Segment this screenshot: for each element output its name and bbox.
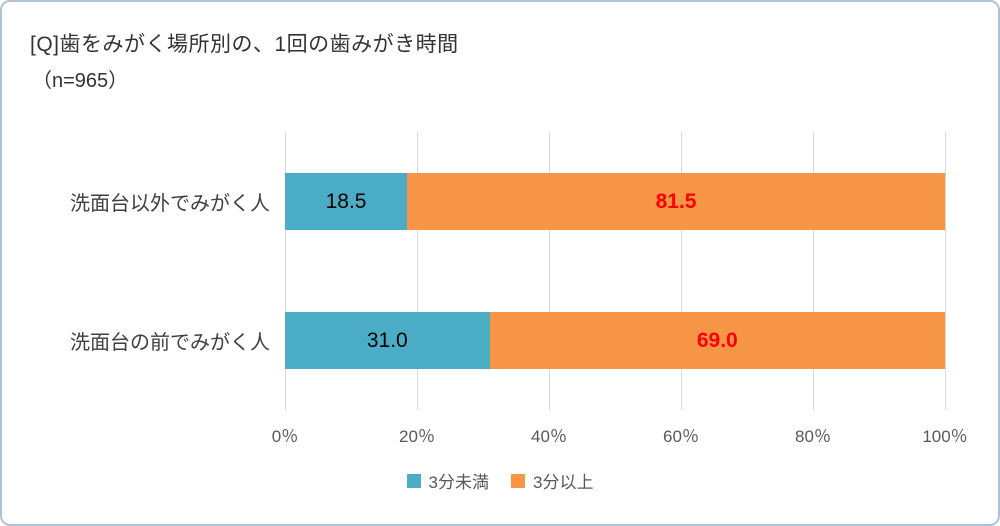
x-tick: 60％ [663,427,699,446]
x-tick: 20％ [399,427,435,446]
category-label-row1: 洗面台以外でみがく人 [70,193,270,215]
gridline [549,132,550,410]
legend-swatch-orange-icon [511,473,525,488]
gridline [417,132,418,410]
bar-segment-under-3min: 31.0 [285,312,490,369]
stacked-bar-row1: 18.5 81.5 [285,173,945,230]
x-tick: 80％ [795,427,831,446]
category-label-row2: 洗面台の前でみがく人 [70,332,270,354]
gridlines [285,132,946,410]
gridline [681,132,682,410]
value-label: 81.5 [655,189,697,213]
legend-item-3min-or-more: 3分以上 [511,468,593,493]
value-label: 18.5 [325,189,367,213]
legend-label: 3分未満 [428,473,489,492]
sample-size-label: （n=965） [32,70,129,92]
bar-row-2: 31.0 69.0 [285,271,945,410]
bar-segment-3min-or-more: 69.0 [489,312,945,369]
bar-segment-under-3min: 18.5 [285,173,408,230]
gridline [813,132,814,410]
legend: 3分未満 3分以上 [2,468,998,493]
chart-title: [Q]歯をみがく場所別の、1回の歯みがき時間 [30,33,459,56]
category-axis: 洗面台以外でみがく人 洗面台の前でみがく人 [2,132,270,410]
x-axis: 0％ 20％ 40％ 60％ 80％ 100％ [272,422,968,446]
plot-area: 18.5 81.5 31.0 69.0 [285,132,946,410]
stacked-bar-row2: 31.0 69.0 [285,312,945,369]
value-label: 69.0 [696,328,738,352]
value-label: 31.0 [366,328,408,352]
x-tick: 100％ [922,427,968,446]
bar-row-1: 18.5 81.5 [285,132,945,271]
legend-label: 3分以上 [533,473,594,492]
bar-segment-3min-or-more: 81.5 [407,173,945,230]
gridline [285,132,286,410]
legend-swatch-teal-icon [406,473,421,488]
legend-item-under-3min: 3分未満 [406,468,489,493]
x-tick: 40％ [531,427,567,446]
bar-rows: 18.5 81.5 31.0 69.0 [285,132,945,410]
x-tick: 0％ [271,427,299,446]
gridline [945,132,946,410]
